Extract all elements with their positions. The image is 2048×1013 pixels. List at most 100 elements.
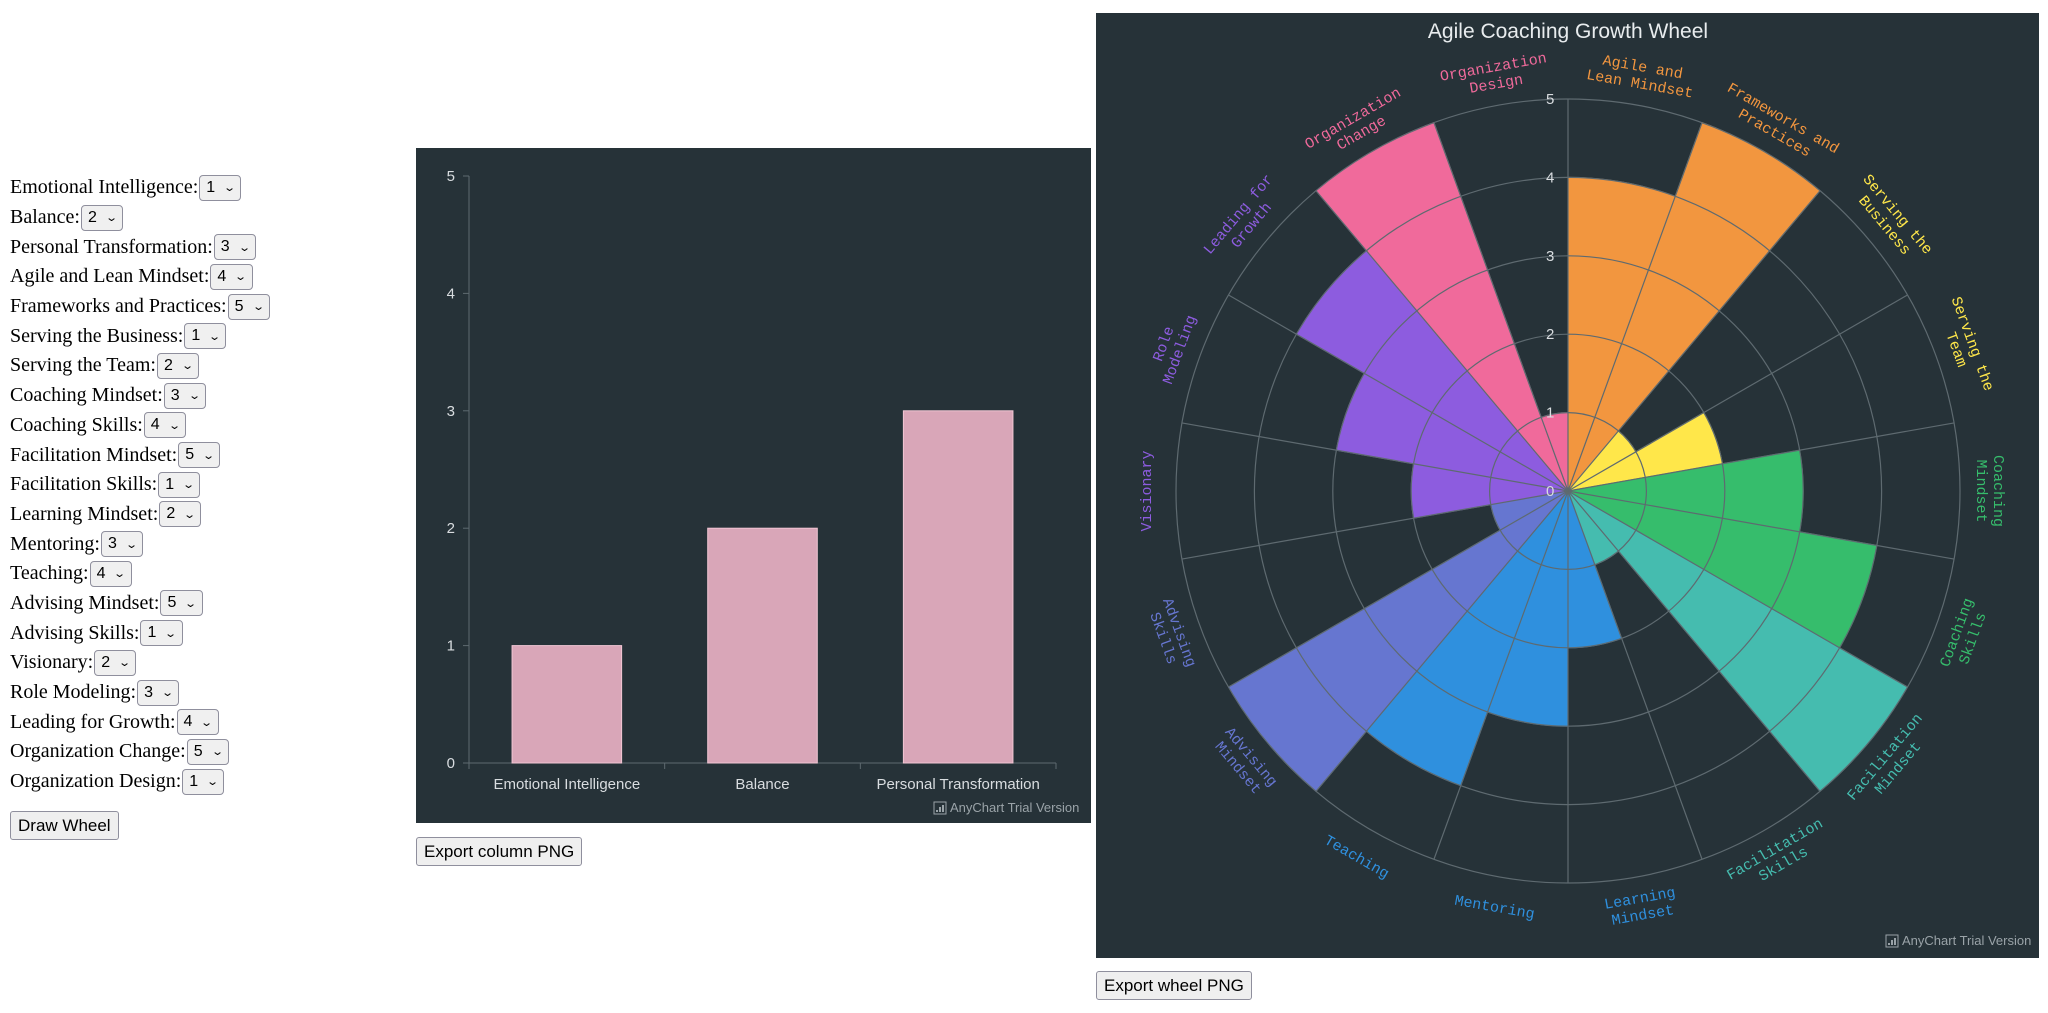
x-tick-label: Personal Transformation xyxy=(876,776,1039,793)
category-label: AdvisingSkills xyxy=(1142,596,1199,675)
rating-select[interactable]: 3 ⌄ xyxy=(163,382,206,409)
rating-select[interactable]: 4 ⌄ xyxy=(176,709,219,736)
rating-select[interactable]: 3 ⌄ xyxy=(213,234,256,261)
rating-select-value: 5 xyxy=(167,594,177,612)
chevron-down-icon: ⌄ xyxy=(161,687,175,700)
category-label-line: Coaching xyxy=(1989,455,2006,527)
category-label-line: Mentoring xyxy=(1453,893,1536,924)
grid-spoke xyxy=(1567,422,1955,492)
growth-wheel-chart: Agile Coaching Growth Wheel 0 1 2 3 4 5 Agile a… xyxy=(1096,13,2039,958)
chart-icon-bar xyxy=(939,807,941,812)
chevron-down-icon: ⌄ xyxy=(223,182,237,195)
column-bar xyxy=(511,645,623,764)
rating-select[interactable]: 5 ⌄ xyxy=(160,590,203,617)
form-row: Learning Mindset: 2 ⌄ xyxy=(10,500,270,530)
form-row: Advising Skills: 1 ⌄ xyxy=(10,618,270,648)
rating-select[interactable]: 1 ⌄ xyxy=(140,620,183,647)
chart-icon xyxy=(933,801,947,815)
field-label: Personal Transformation: xyxy=(10,235,213,258)
form-row: Personal Transformation: 3 ⌄ xyxy=(10,232,270,262)
field-label: Serving the Business: xyxy=(10,324,184,347)
rating-select[interactable]: 1 ⌄ xyxy=(158,471,201,498)
category-label: Serving theTeam xyxy=(1931,295,1997,400)
chevron-down-icon: ⌄ xyxy=(183,508,197,521)
form-row: Advising Mindset: 5 ⌄ xyxy=(10,589,270,619)
chevron-down-icon: ⌄ xyxy=(125,538,138,551)
grid-spoke xyxy=(1228,490,1569,688)
rating-select[interactable]: 5 ⌄ xyxy=(227,293,270,320)
rating-select-value: 2 xyxy=(163,356,173,374)
category-label: Visionary xyxy=(1139,450,1156,531)
rating-select[interactable]: 5 ⌄ xyxy=(178,442,221,469)
category-label: Teaching xyxy=(1321,832,1392,883)
chevron-down-icon: ⌄ xyxy=(113,568,127,581)
rating-select-value: 5 xyxy=(234,297,244,315)
y-tick-label: 0 xyxy=(447,755,455,772)
rating-select[interactable]: 1 ⌄ xyxy=(184,323,227,350)
form-row: Emotional Intelligence: 1 ⌄ xyxy=(10,173,270,203)
field-label: Role Modeling: xyxy=(10,681,137,704)
rating-select-value: 3 xyxy=(144,683,154,701)
y-tick-label: 4 xyxy=(447,285,455,302)
watermark: AnyChart Trial Version xyxy=(933,800,1079,815)
rating-form: Emotional Intelligence: 1 ⌄ Balance: 2 ⌄ Perso… xyxy=(10,173,270,796)
form-row: Coaching Mindset: 3 ⌄ xyxy=(10,381,270,411)
form-row: Teaching: 4 ⌄ xyxy=(10,559,270,589)
watermark-text: AnyChart Trial Version xyxy=(950,800,1079,815)
rating-select-value: 2 xyxy=(166,505,176,523)
rating-select[interactable]: 2 ⌄ xyxy=(156,352,200,379)
chevron-down-icon: ⌄ xyxy=(237,241,251,254)
rating-select-value: 2 xyxy=(101,653,111,671)
form-row: Mentoring: 3 ⌄ xyxy=(10,529,270,559)
x-tick-label: Emotional Intelligence xyxy=(493,776,640,793)
rating-select-value: 1 xyxy=(189,772,199,790)
rating-select[interactable]: 4 ⌄ xyxy=(143,412,186,439)
form-row: Facilitation Mindset: 5 ⌄ xyxy=(10,440,270,470)
form-row: Serving the Team: 2 ⌄ xyxy=(10,351,270,381)
y-tick-label: 5 xyxy=(447,168,455,185)
grid-spoke xyxy=(1315,190,1569,492)
chart-title: Agile Coaching Growth Wheel xyxy=(1428,20,1708,43)
rating-select[interactable]: 2 ⌄ xyxy=(94,649,137,676)
rating-select[interactable]: 2 ⌄ xyxy=(159,501,202,528)
x-tick-label: Balance xyxy=(735,776,789,793)
category-label: Agile andLean Mindset xyxy=(1585,50,1697,102)
rating-select[interactable]: 3 ⌄ xyxy=(137,679,180,706)
rating-select[interactable]: 2 ⌄ xyxy=(80,204,124,231)
field-label: Serving the Team: xyxy=(10,354,156,377)
rating-select[interactable]: 4 ⌄ xyxy=(89,560,132,587)
chevron-down-icon: ⌄ xyxy=(164,627,178,640)
rating-select-value: 4 xyxy=(96,564,106,582)
grid-spoke xyxy=(1181,422,1569,492)
chart-icon-bar xyxy=(1891,940,1893,945)
category-label: LearningMindset xyxy=(1603,885,1680,931)
form-row: Frameworks and Practices: 5 ⌄ xyxy=(10,292,270,322)
rating-select[interactable]: 5 ⌄ xyxy=(186,738,229,765)
export-column-png-button[interactable]: Export column PNG xyxy=(416,837,583,866)
field-label: Organization Design: xyxy=(10,770,182,793)
draw-wheel-button[interactable]: Draw Wheel xyxy=(10,811,119,840)
radial-tick-label: 1 xyxy=(1546,405,1554,422)
field-label: Organization Change: xyxy=(10,740,186,763)
category-label: Mentoring xyxy=(1453,893,1536,924)
chevron-down-icon: ⌄ xyxy=(181,360,194,373)
chevron-down-icon: ⌄ xyxy=(184,597,198,610)
rating-select-value: 1 xyxy=(206,178,216,196)
category-label: FacilitationSkills xyxy=(1724,816,1835,899)
rating-select-value: 1 xyxy=(191,327,201,345)
field-label: Visionary: xyxy=(10,651,94,674)
radial-tick-label: 4 xyxy=(1546,169,1554,186)
category-label-line: Teaching xyxy=(1321,832,1392,883)
form-row: Balance: 2 ⌄ xyxy=(10,203,270,233)
form-row: Leading for Growth: 4 ⌄ xyxy=(10,707,270,737)
column-bar xyxy=(902,410,1014,764)
rating-select[interactable]: 3 ⌄ xyxy=(101,531,144,558)
chevron-down-icon: ⌄ xyxy=(234,271,248,284)
field-label: Mentoring: xyxy=(10,532,100,555)
field-label: Advising Skills: xyxy=(10,621,140,644)
rating-select[interactable]: 1 ⌄ xyxy=(182,768,225,795)
rating-select[interactable]: 1 ⌄ xyxy=(199,174,242,201)
chevron-down-icon: ⌄ xyxy=(200,716,214,729)
export-wheel-png-button[interactable]: Export wheel PNG xyxy=(1096,971,1252,1000)
rating-select[interactable]: 4 ⌄ xyxy=(210,263,253,290)
